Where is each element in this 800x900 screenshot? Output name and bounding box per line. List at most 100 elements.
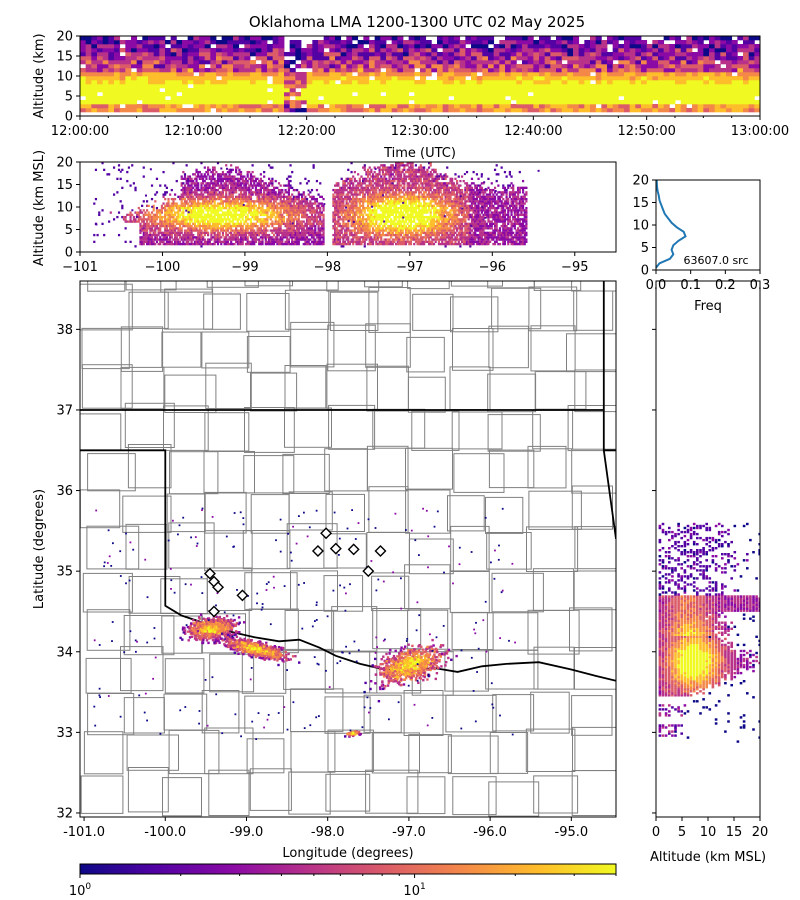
lon-altitude-cell (177, 209, 180, 212)
time-altitude-cell (465, 100, 472, 105)
lon-altitude-cell (197, 209, 200, 212)
lon-altitude-cell (307, 218, 310, 221)
lon-altitude-cell (226, 184, 229, 187)
time-altitude-cell (663, 96, 670, 101)
lon-altitude-cell (205, 222, 208, 225)
time-altitude-cell (612, 96, 619, 101)
time-altitude-cell (454, 88, 461, 93)
time-altitude-cell (142, 96, 149, 101)
lon-altitude-cell (157, 233, 160, 237)
lon-altitude-cell (279, 242, 282, 246)
time-altitude-cell (522, 104, 529, 109)
time-altitude-cell (221, 92, 228, 97)
lon-altitude-cell (292, 206, 295, 210)
time-altitude-cell (720, 36, 727, 41)
lon-altitude-cell (142, 231, 145, 234)
lon-altitude-cell (243, 236, 246, 239)
time-altitude-cell (680, 104, 687, 109)
lon-altitude-cell (271, 179, 274, 183)
lon-altitude-cell (164, 227, 167, 230)
lon-altitude-cell (154, 242, 157, 246)
time-altitude-cell (289, 48, 296, 53)
time-altitude-cell (663, 44, 670, 49)
lon-altitude-cell (233, 233, 236, 237)
time-altitude-cell (697, 84, 704, 89)
lon-altitude-cell (254, 238, 258, 241)
lon-altitude-cell (309, 209, 312, 212)
lon-altitude-cell (192, 191, 195, 194)
lon-altitude-cell (216, 173, 220, 176)
lon-altitude-cell (244, 184, 248, 187)
lon-altitude-cell (200, 218, 203, 221)
time-altitude-cell (482, 68, 489, 73)
lon-altitude-cell (101, 222, 104, 225)
lon-altitude-cell (226, 188, 229, 192)
time-altitude-cell (221, 84, 228, 89)
lon-altitude-cell (274, 231, 277, 234)
time-altitude-cell (527, 104, 534, 109)
lon-altitude-cell (231, 193, 234, 196)
time-altitude-cell (561, 44, 568, 49)
lon-altitude-cell (309, 231, 312, 234)
lon-altitude-cell (170, 236, 173, 239)
lon-altitude-cell (345, 233, 348, 237)
time-altitude-cell (391, 96, 398, 101)
time-altitude-cell (323, 92, 330, 97)
time-altitude-cell (448, 92, 455, 97)
time-altitude-cell (216, 72, 223, 77)
time-altitude-cell (91, 108, 98, 113)
lon-altitude-cell (281, 236, 284, 239)
time-altitude-cell (431, 80, 438, 85)
time-altitude-cell (176, 108, 183, 113)
lon-altitude-cell (162, 231, 165, 234)
time-altitude-cell (216, 108, 223, 113)
lon-altitude-cell (348, 188, 352, 192)
lon-altitude-cell (249, 202, 253, 205)
lon-altitude-cell (193, 204, 196, 207)
lon-altitude-cell (337, 184, 340, 187)
lon-altitude-cell (244, 209, 248, 212)
time-altitude-cell (397, 40, 404, 45)
time-altitude-cell (692, 56, 699, 61)
time-altitude-cell (431, 96, 438, 101)
altitude-axis-tick-label: 10 (56, 70, 73, 85)
lon-altitude-cell (238, 206, 241, 210)
lon-altitude-cell (338, 191, 342, 194)
lon-altitude-cell (210, 170, 213, 174)
lon-altitude-cell (174, 224, 177, 228)
lon-altitude-cell (289, 231, 292, 234)
lon-altitude-cell (312, 197, 315, 201)
lon-altitude-cell (228, 179, 231, 183)
lon-altitude-cell (226, 218, 229, 221)
time-altitude-cell (595, 36, 602, 41)
time-altitude-cell (703, 68, 710, 73)
lon-altitude-cell (243, 188, 246, 192)
lon-altitude-cell (193, 222, 196, 225)
time-altitude-cell (272, 76, 279, 81)
time-altitude-cell (136, 76, 143, 81)
time-altitude-cell (380, 56, 387, 61)
lon-altitude-cell (241, 186, 244, 189)
lon-altitude-cell (289, 186, 292, 189)
lon-altitude-cell (296, 188, 299, 192)
lon-altitude-cell (254, 233, 258, 237)
lon-altitude-cell (228, 177, 231, 180)
time-altitude-cell (391, 68, 398, 73)
lon-altitude-cell (216, 218, 220, 221)
time-altitude-cell (646, 52, 653, 57)
time-altitude-cell (380, 88, 387, 93)
lon-altitude-cell (124, 227, 127, 230)
lon-altitude-cell (203, 215, 206, 219)
time-altitude-cell (624, 108, 631, 113)
time-altitude-cell (386, 52, 393, 57)
time-altitude-cell (352, 56, 359, 61)
lon-altitude-cell (175, 238, 178, 241)
time-altitude-cell (238, 48, 245, 53)
lon-altitude-cell (317, 202, 320, 205)
time-altitude-cell (607, 60, 614, 65)
lon-altitude-cell (317, 240, 320, 243)
lon-altitude-cell (347, 195, 350, 198)
time-altitude-cell (250, 92, 257, 97)
time-altitude-cell (658, 56, 665, 61)
